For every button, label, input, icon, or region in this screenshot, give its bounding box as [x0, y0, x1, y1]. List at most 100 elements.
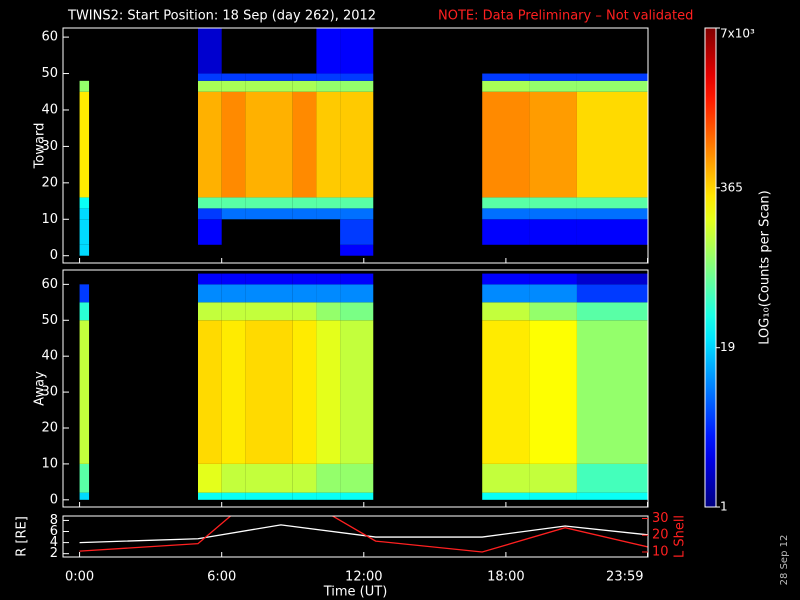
colorbar-tick-label: 19	[720, 340, 735, 354]
heatmap-cell	[576, 463, 648, 493]
heatmap-cell	[198, 273, 222, 285]
heatmap-cell	[340, 219, 374, 245]
colorbar-tick-label: 7x10³	[720, 27, 755, 41]
heatmap-cell	[482, 320, 530, 464]
heatmap-cell	[340, 492, 374, 500]
heatmap-cell	[576, 197, 648, 209]
heatmap-cell	[316, 492, 341, 500]
heatmap-cell	[245, 73, 293, 81]
heatmap-cell	[198, 492, 222, 500]
y-tick-label: 0	[50, 248, 58, 263]
heatmap-cell	[79, 463, 90, 493]
y-tick-label: 20	[41, 175, 58, 190]
x-tick-label: 18:00	[487, 570, 524, 585]
heatmap-cell	[340, 244, 374, 256]
series-line	[79, 524, 648, 544]
heatmap-cell	[340, 28, 374, 74]
heatmap-cell	[292, 80, 317, 92]
heatmap-cell	[576, 80, 648, 92]
heatmap-cell	[316, 320, 341, 464]
heatmap-cell	[292, 463, 317, 493]
x-axis-label: Time (UT)	[323, 585, 388, 600]
heatmap-cell	[79, 284, 90, 303]
y-tick-label: 50	[41, 313, 58, 328]
heatmap-cell	[576, 273, 648, 285]
heatmap-cell	[316, 91, 341, 198]
y-tick-label: 10	[41, 456, 58, 471]
heatmap-cell	[292, 197, 317, 209]
heatmap-cell	[316, 197, 341, 209]
heatmap-cell	[292, 208, 317, 220]
heatmap-cell	[292, 492, 317, 500]
y-tick-label: 20	[41, 421, 58, 436]
heatmap-cell	[316, 28, 341, 74]
heatmap-cell	[198, 91, 222, 198]
heatmap-cell	[292, 320, 317, 464]
y-tick-label: 4	[50, 535, 58, 550]
y-tick-label: 40	[41, 102, 58, 117]
side-date: 28 Sep 12	[779, 535, 790, 586]
heatmap-cell	[340, 197, 374, 209]
heatmap-cell	[79, 208, 90, 220]
heatmap-cell	[79, 492, 90, 500]
y2-axis-label: L Shell	[673, 515, 688, 558]
x-tick-label: 12:00	[345, 570, 382, 585]
heatmap-cell	[340, 463, 374, 493]
heatmap-cell	[221, 302, 246, 321]
heatmap-cell	[198, 197, 222, 209]
y-tick-label: 6	[50, 524, 58, 539]
heatmap-cell	[482, 80, 530, 92]
heatmap-cell	[529, 284, 577, 303]
y2-tick-label: 30	[652, 511, 669, 526]
heatmap-cell	[529, 219, 577, 245]
x-tick-label: 6:00	[207, 570, 236, 585]
y-axis-label: R [RE]	[15, 516, 30, 557]
heatmap-cell	[245, 320, 293, 464]
heatmap-cell	[482, 208, 530, 220]
heatmap-cell	[292, 73, 317, 81]
y-tick-label: 60	[41, 30, 58, 45]
heatmap-cell	[340, 284, 374, 303]
heatmap-cell	[292, 91, 317, 198]
heatmap-cell	[245, 91, 293, 198]
heatmap-cell	[245, 273, 293, 285]
heatmap-cell	[221, 73, 246, 81]
heatmap-cell	[198, 302, 222, 321]
heatmap-cell	[245, 463, 293, 493]
heatmap-cell	[316, 208, 341, 220]
colorbar	[704, 27, 717, 508]
y-tick-label: 40	[41, 349, 58, 364]
heatmap-cell	[198, 28, 222, 74]
y-tick-label: 10	[41, 212, 58, 227]
heatmap-cell	[292, 284, 317, 303]
heatmap-cell	[340, 320, 374, 464]
heatmap-cell	[79, 320, 90, 464]
heatmap-cell	[340, 73, 374, 81]
heatmap-cell	[482, 91, 530, 198]
panel-frame	[62, 515, 649, 558]
title: TWINS2: Start Position: 18 Sep (day 262)…	[67, 9, 376, 24]
x-tick-label: 23:59	[606, 570, 643, 585]
panel: 0 10 20 30 40 50 60 Toward	[33, 27, 649, 264]
heatmap-cell	[340, 273, 374, 285]
heatmap-cell	[221, 320, 246, 464]
heatmap-cell	[482, 463, 530, 493]
heatmap-cell	[316, 80, 341, 92]
series-line	[79, 516, 648, 553]
heatmap-cell	[245, 208, 293, 220]
heatmap-cell	[576, 208, 648, 220]
heatmap-cell	[576, 302, 648, 321]
heatmap-cell	[529, 80, 577, 92]
y-tick-label: 30	[41, 139, 58, 154]
heatmap-cell	[221, 463, 246, 493]
panel: 0 10 20 30 40 50 60 Away	[33, 269, 649, 508]
heatmap-cell	[245, 302, 293, 321]
heatmap-cell	[529, 320, 577, 464]
heatmap-cell	[79, 244, 90, 256]
note: NOTE: Data Preliminary – Not validated	[438, 9, 693, 24]
heatmap-cell	[340, 80, 374, 92]
heatmap-cell	[529, 91, 577, 198]
